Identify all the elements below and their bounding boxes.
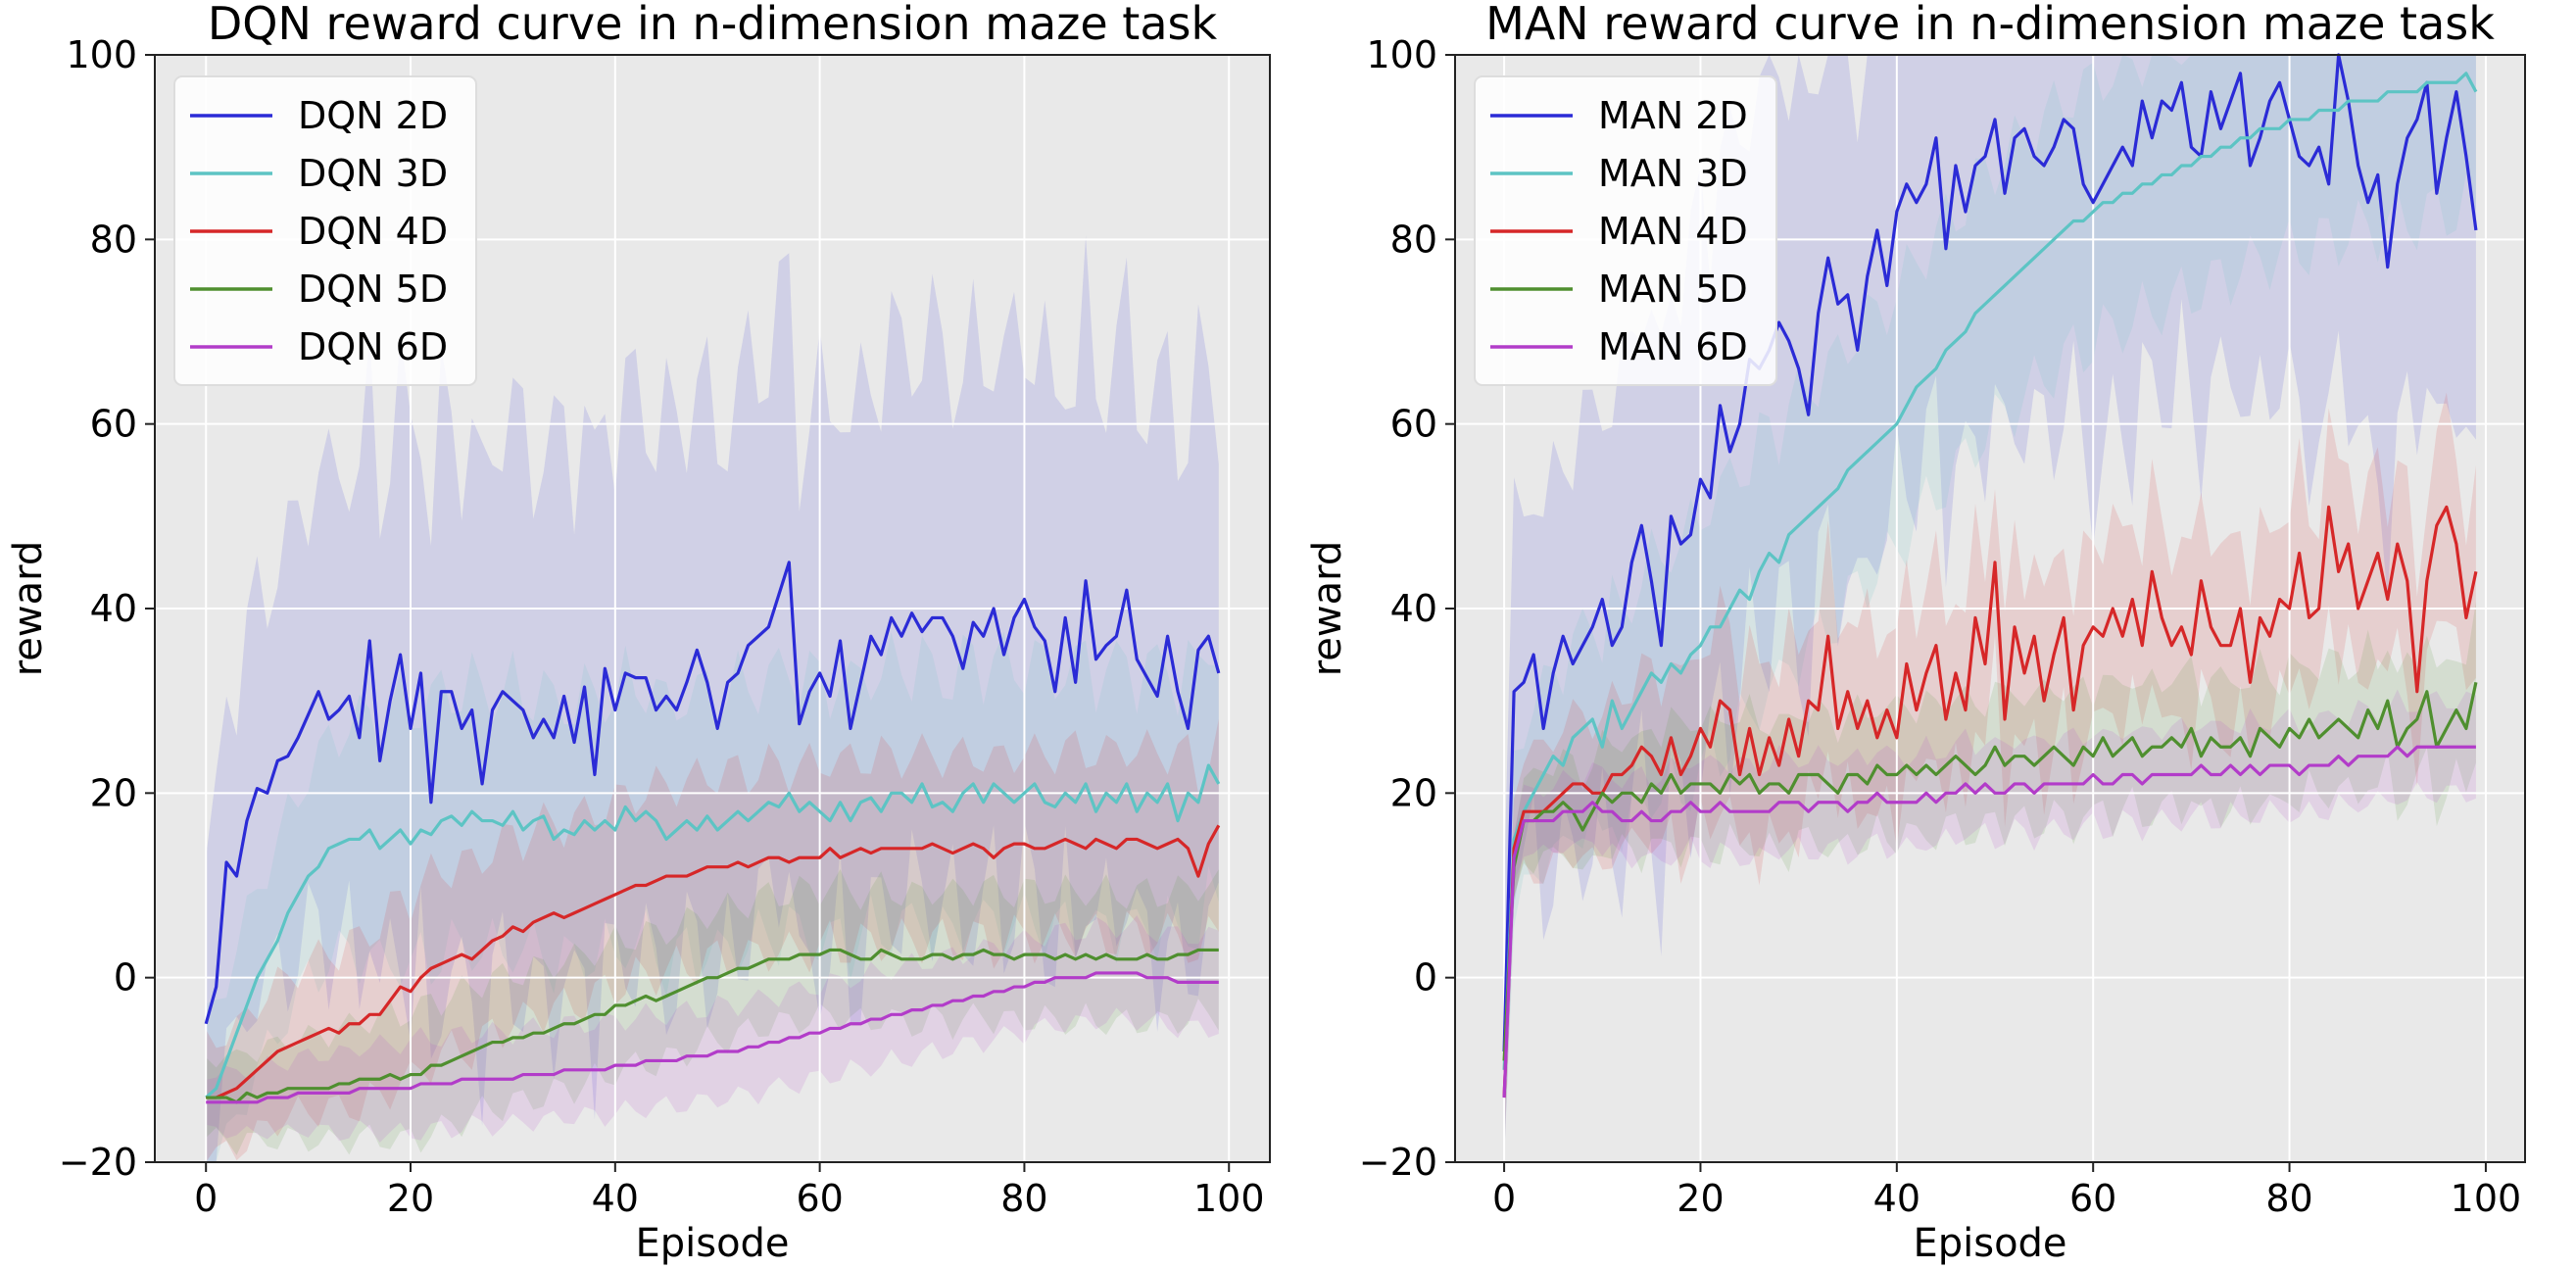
y-tick-label: 0: [114, 956, 137, 1000]
man-x-axis-label: Episode: [1913, 1221, 2066, 1266]
y-tick-label: 100: [66, 33, 137, 76]
dqn-series-4d-line: [206, 824, 1221, 1099]
x-tick-label: 80: [2265, 1177, 2312, 1220]
man-legend-label-2d: MAN 2D: [1598, 94, 1748, 137]
y-tick-label: 20: [90, 771, 137, 814]
man-series-3d-line: [1502, 72, 2478, 1070]
y-tick-label: 80: [1390, 218, 1437, 261]
y-tick-label: 40: [90, 587, 137, 630]
dqn-band-3d: [206, 631, 1219, 1162]
x-tick-label: 60: [796, 1177, 843, 1220]
dqn-band-6d: [206, 915, 1219, 1143]
x-tick-label: 100: [2451, 1177, 2522, 1220]
x-tick-label: 40: [592, 1177, 639, 1220]
man-legend-label-5d: MAN 5D: [1598, 268, 1748, 311]
dqn-y-axis-label: reward: [6, 541, 51, 677]
dqn-chart-title: DQN reward curve in n-dimension maze tas…: [208, 0, 1218, 50]
man-legend-label-6d: MAN 6D: [1598, 325, 1748, 368]
y-tick-label: 60: [90, 403, 137, 446]
man-legend: MAN 2D MAN 3D MAN 4D MAN 5D MAN 6D: [1474, 75, 1777, 386]
y-tick-label: −20: [1359, 1141, 1437, 1184]
x-tick-label: 20: [387, 1177, 434, 1220]
y-tick-label: 40: [1390, 587, 1437, 630]
man-legend-label-4d: MAN 4D: [1598, 210, 1748, 253]
dqn-series-2d-line: [204, 561, 1221, 1025]
dqn-series-5d-line: [206, 948, 1219, 1104]
man-series-2d-line: [1502, 53, 2478, 1052]
x-tick-label: 0: [194, 1177, 218, 1220]
x-tick-label: 0: [1492, 1177, 1516, 1220]
y-tick-label: 20: [1390, 771, 1437, 814]
dqn-legend-label-4d: DQN 4D: [298, 210, 448, 253]
man-legend-label-3d: MAN 3D: [1598, 152, 1748, 195]
x-tick-label: 40: [1873, 1177, 1920, 1220]
y-tick-label: 80: [90, 218, 137, 261]
y-tick-label: 100: [1366, 33, 1437, 76]
dqn-band-4d: [206, 718, 1219, 1162]
man-series-5d-line: [1502, 682, 2478, 1061]
man-series-6d-line: [1502, 745, 2476, 1098]
man-y-axis-label: reward: [1305, 541, 1350, 677]
dqn-band-5d: [206, 869, 1219, 1155]
y-tick-label: −20: [59, 1141, 137, 1184]
dqn-legend-box: [173, 75, 477, 386]
man-band-6d: [1504, 689, 2476, 1120]
dqn-panel: 0 20 40 60 80 100 −20 0 20 40 60 80 100 DQN reward c…: [6, 0, 1271, 1266]
x-tick-label: 20: [1677, 1177, 1724, 1220]
x-tick-label: 60: [2069, 1177, 2116, 1220]
dqn-legend-label-5d: DQN 5D: [298, 268, 448, 311]
man-legend-box: [1474, 75, 1777, 386]
man-chart-title: MAN reward curve in n-dimension maze tas…: [1485, 0, 2495, 50]
y-tick-label: 0: [1414, 956, 1437, 1000]
dqn-series-3d-line: [205, 763, 1221, 1099]
dqn-legend-label-3d: DQN 3D: [298, 152, 448, 195]
x-tick-label: 80: [1000, 1177, 1047, 1220]
dqn-legend: DQN 2D DQN 3D DQN 4D DQN 5D DQN 6D: [173, 75, 477, 386]
man-band-5d: [1504, 601, 2476, 1101]
man-band-4d: [1504, 392, 2476, 1162]
dqn-legend-label-2d: DQN 2D: [298, 94, 448, 137]
y-tick-label: 60: [1390, 403, 1437, 446]
dqn-series-6d-line: [206, 971, 1219, 1104]
man-series-4d-line: [1502, 505, 2478, 1098]
dqn-x-axis-label: Episode: [635, 1221, 789, 1266]
dqn-legend-label-6d: DQN 6D: [298, 325, 448, 368]
man-panel: 0 20 40 60 80 100 −20 0 20 40 60 80 100 MAN reward c…: [1305, 0, 2526, 1266]
x-tick-label: 100: [1193, 1177, 1265, 1220]
